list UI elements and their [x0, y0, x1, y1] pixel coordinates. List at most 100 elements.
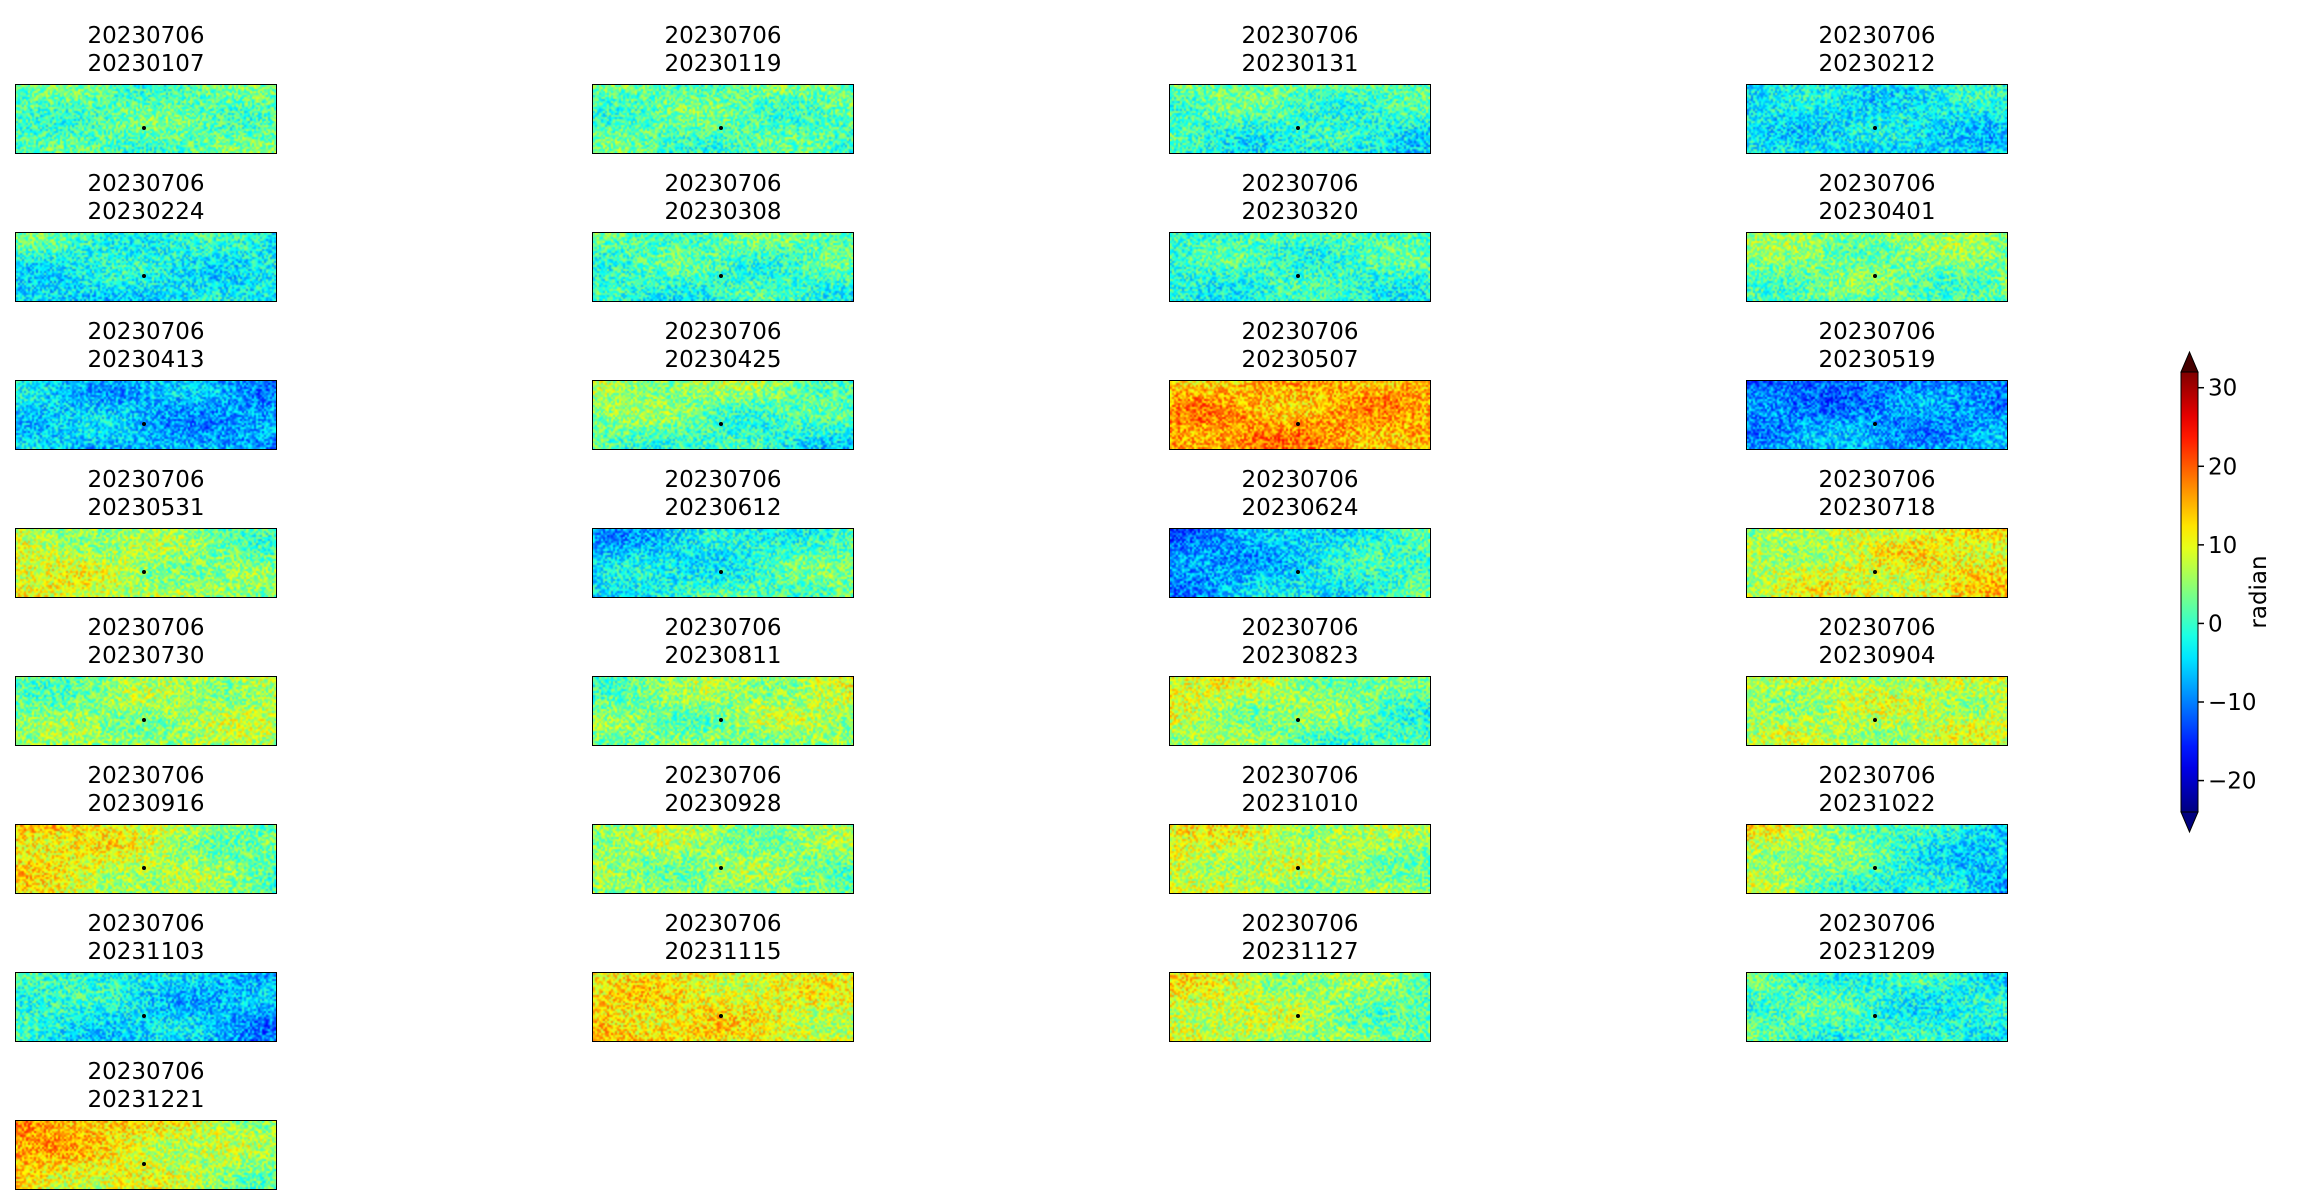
- panel-reference-date: 20230706: [664, 911, 782, 937]
- panel-title: 20230706 20230401: [1746, 170, 2008, 226]
- reference-point-marker: [1296, 274, 1300, 278]
- phase-map: [592, 528, 854, 598]
- phase-map: [1746, 972, 2008, 1042]
- phase-map: [1746, 824, 2008, 894]
- phase-map: [1169, 380, 1431, 450]
- phase-map-raster: [593, 85, 853, 153]
- panel-title: 20230706 20230507: [1169, 318, 1431, 374]
- interferogram-panel: 20230706 20230425: [592, 318, 854, 450]
- reference-point-marker: [1296, 126, 1300, 130]
- panel-reference-date: 20230706: [87, 911, 205, 937]
- phase-map: [1746, 84, 2008, 154]
- interferogram-panel: 20230706 20230308: [592, 170, 854, 302]
- colorbar-extend-max: [2180, 350, 2199, 373]
- panel-title: 20230706 20230224: [15, 170, 277, 226]
- panel-secondary-date: 20230904: [1818, 643, 1936, 669]
- panel-reference-date: 20230706: [87, 23, 205, 49]
- phase-map: [15, 972, 277, 1042]
- phase-map: [592, 824, 854, 894]
- panel-secondary-date: 20230624: [1241, 495, 1359, 521]
- panel-secondary-date: 20230119: [664, 51, 782, 77]
- panel-reference-date: 20230706: [1818, 319, 1936, 345]
- reference-point-marker: [719, 422, 723, 426]
- panel-title: 20230706 20230531: [15, 466, 277, 522]
- panel-reference-date: 20230706: [1241, 23, 1359, 49]
- panel-reference-date: 20230706: [1241, 615, 1359, 641]
- phase-map-raster: [16, 973, 276, 1041]
- phase-map: [1169, 676, 1431, 746]
- interferogram-panel: 20230706 20230519: [1746, 318, 2008, 450]
- interferogram-panel: 20230706 20230401: [1746, 170, 2008, 302]
- interferogram-panel: 20230706 20230612: [592, 466, 854, 598]
- reference-point-marker: [1873, 1014, 1877, 1018]
- interferogram-panel: 20230706 20231115: [592, 910, 854, 1042]
- phase-map-raster: [1747, 233, 2007, 301]
- panel-secondary-date: 20230224: [87, 199, 205, 225]
- panel-secondary-date: 20230212: [1818, 51, 1936, 77]
- phase-map-raster: [1747, 973, 2007, 1041]
- panel-title: 20230706 20230730: [15, 614, 277, 670]
- panel-reference-date: 20230706: [1241, 911, 1359, 937]
- panel-reference-date: 20230706: [1818, 467, 1936, 493]
- reference-point-marker: [1873, 274, 1877, 278]
- panel-reference-date: 20230706: [1241, 319, 1359, 345]
- phase-map-raster: [1170, 381, 1430, 449]
- interferogram-panel: 20230706 20230928: [592, 762, 854, 894]
- panel-title: 20230706 20230212: [1746, 22, 2008, 78]
- panel-title: 20230706 20230413: [15, 318, 277, 374]
- panel-reference-date: 20230706: [664, 319, 782, 345]
- panel-title: 20230706 20230320: [1169, 170, 1431, 226]
- panel-secondary-date: 20231115: [664, 939, 782, 965]
- phase-map-raster: [1170, 529, 1430, 597]
- reference-point-marker: [1296, 866, 1300, 870]
- reference-point-marker: [1873, 718, 1877, 722]
- panel-title: 20230706 20230308: [592, 170, 854, 226]
- phase-map: [592, 380, 854, 450]
- reference-point-marker: [1296, 1014, 1300, 1018]
- panel-title: 20230706 20230904: [1746, 614, 2008, 670]
- reference-point-marker: [142, 422, 146, 426]
- phase-map: [15, 84, 277, 154]
- panel-reference-date: 20230706: [87, 171, 205, 197]
- reference-point-marker: [142, 570, 146, 574]
- panel-title: 20230706 20231221: [15, 1058, 277, 1114]
- panel-reference-date: 20230706: [87, 763, 205, 789]
- panel-secondary-date: 20231127: [1241, 939, 1359, 965]
- interferogram-panel: 20230706 20230224: [15, 170, 277, 302]
- interferogram-panel: 20230706 20230413: [15, 318, 277, 450]
- colorbar-tick-label: 0: [2208, 611, 2223, 637]
- panel-secondary-date: 20231022: [1818, 791, 1936, 817]
- panel-title: 20230706 20231010: [1169, 762, 1431, 818]
- reference-point-marker: [1296, 570, 1300, 574]
- phase-map-raster: [16, 381, 276, 449]
- panel-secondary-date: 20230413: [87, 347, 205, 373]
- interferogram-panel: 20230706 20231103: [15, 910, 277, 1042]
- colorbar-label: radian: [2246, 555, 2272, 628]
- phase-map: [1169, 232, 1431, 302]
- phase-map-raster: [593, 677, 853, 745]
- interferogram-panel: 20230706 20230916: [15, 762, 277, 894]
- panel-title: 20230706 20231127: [1169, 910, 1431, 966]
- panel-title: 20230706 20230119: [592, 22, 854, 78]
- phase-map: [1746, 676, 2008, 746]
- colorbar-gradient: [2180, 371, 2199, 813]
- interferogram-panel: 20230706 20230119: [592, 22, 854, 154]
- reference-point-marker: [142, 718, 146, 722]
- colorbar-extend-min: [2180, 811, 2199, 834]
- reference-point-marker: [1296, 718, 1300, 722]
- interferogram-panel: 20230706 20230730: [15, 614, 277, 746]
- phase-map: [1746, 232, 2008, 302]
- reference-point-marker: [719, 126, 723, 130]
- panel-reference-date: 20230706: [1241, 171, 1359, 197]
- panel-title: 20230706 20231022: [1746, 762, 2008, 818]
- panel-reference-date: 20230706: [1818, 763, 1936, 789]
- reference-point-marker: [719, 718, 723, 722]
- panel-secondary-date: 20230823: [1241, 643, 1359, 669]
- phase-map: [15, 824, 277, 894]
- interferogram-panel: 20230706 20230212: [1746, 22, 2008, 154]
- interferogram-panel: 20230706 20230823: [1169, 614, 1431, 746]
- panel-title: 20230706 20230718: [1746, 466, 2008, 522]
- reference-point-marker: [719, 866, 723, 870]
- panel-secondary-date: 20231010: [1241, 791, 1359, 817]
- interferogram-panel: 20230706 20230531: [15, 466, 277, 598]
